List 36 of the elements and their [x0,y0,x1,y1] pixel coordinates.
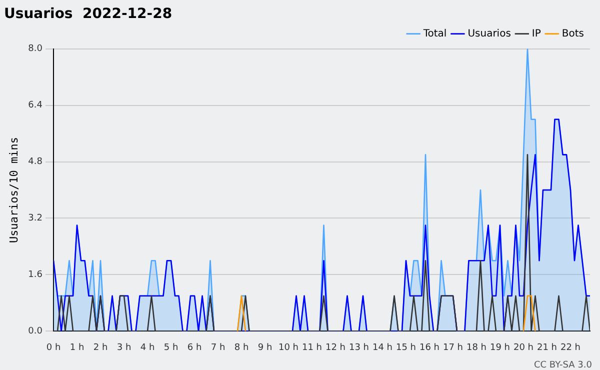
x-tick-label: 16 h [419,342,440,353]
chart-title: Usuarios 2022-12-28 [4,6,172,22]
x-tick-label: 4 h [140,342,155,353]
x-tick-label: 12 h [325,342,346,353]
x-tick-label: 18 h [466,342,487,353]
y-tick-label: 0.0 [28,326,43,337]
legend-label: Usuarios [468,28,511,40]
x-tick-label: 21 h [536,342,558,353]
x-tick-label: 17 h [442,342,464,353]
x-tick-label: 7 h [210,342,226,353]
x-tick-label: 3 h [116,342,132,353]
text: CC BY-SA 3.0 [534,360,592,370]
x-tick-label: 20 h [513,342,534,353]
y-tick-label: 3.2 [28,214,43,224]
x-tick-label: 19 h [490,342,510,353]
x-tick-label: 14 h [372,342,393,353]
x-tick-label: 1 h [70,342,84,353]
legend-label: IP [532,28,541,40]
x-tick-label: 10 h [278,342,299,353]
x-tick-label: 9 h [258,342,272,353]
x-tick-label: 5 h [164,342,178,353]
y-tick-label: 6.4 [28,100,43,111]
y-tick-label: 1.6 [28,270,43,280]
x-tick-label: 6 h [187,342,202,353]
x-tick-label: 22 h [560,342,581,353]
x-tick-label: 13 h [348,342,370,353]
y-tick-label: 8.0 [28,44,43,54]
x-tick-label: 0 h [46,342,61,353]
legend-label: Total [422,28,447,40]
y-axis-title: Usuarios/10 mins [7,137,20,243]
y-tick-label: 4.8 [28,157,43,168]
x-tick-label: 8 h [234,342,249,353]
legend-label: Bots [562,28,584,40]
x-tick-label: 15 h [396,342,416,353]
x-tick-label: 11 h [302,342,322,353]
x-tick-label: 2 h [93,342,108,353]
